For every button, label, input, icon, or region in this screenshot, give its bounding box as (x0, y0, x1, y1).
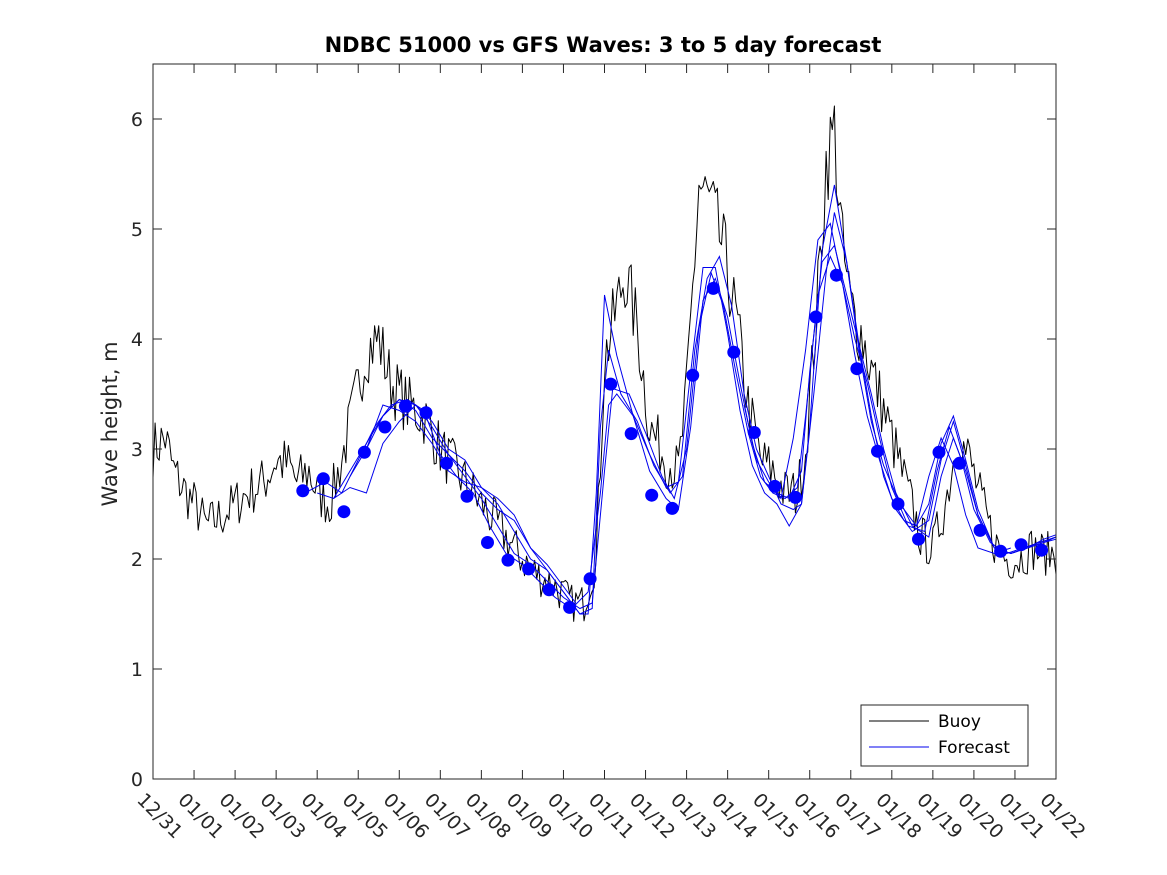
forecast-line-run-3 (349, 212, 1057, 615)
forecast-marker (604, 377, 618, 391)
forecast-marker (316, 472, 330, 486)
y-axis-label: Wave height, m (98, 341, 122, 506)
y-tick-label: 6 (131, 109, 143, 131)
forecast-marker (871, 444, 884, 458)
forecast-marker (788, 490, 802, 504)
forecast-marker (583, 572, 597, 586)
y-axis: 0 1 2 3 4 5 6 (131, 109, 1056, 791)
y-tick-label: 2 (131, 549, 143, 571)
forecast-marker (522, 562, 536, 576)
forecast-marker (563, 600, 577, 614)
forecast-marker (973, 523, 987, 537)
forecast-marker (829, 268, 843, 282)
forecast-marker (296, 484, 310, 498)
buoy-series (152, 105, 1057, 622)
y-tick-label: 5 (131, 219, 143, 241)
buoy-line (152, 105, 1057, 622)
forecast-marker (809, 310, 823, 324)
forecast-marker (460, 489, 474, 503)
forecast-marker (686, 368, 700, 382)
forecast-marker (419, 406, 433, 420)
plot-area (152, 63, 1057, 780)
forecast-marker (891, 497, 905, 511)
forecast-marker (727, 345, 741, 359)
forecast-marker (337, 505, 351, 519)
forecast-marker (706, 281, 720, 295)
forecast-marker (378, 420, 392, 434)
forecast-marker (398, 399, 412, 413)
y-tick-label: 0 (131, 769, 143, 791)
legend-box (860, 704, 1029, 767)
forecast-marker (645, 488, 659, 502)
forecast-marker (357, 445, 371, 459)
y-tick-label: 3 (131, 439, 143, 461)
forecast-marker (747, 426, 761, 439)
forecast-marker (624, 427, 638, 441)
forecast-marker (665, 501, 679, 515)
forecast-marker (912, 532, 925, 546)
forecast-line-run-5 (317, 404, 577, 604)
forecast-marker (953, 456, 966, 470)
forecast-marker (501, 553, 515, 567)
forecast-marker (932, 445, 946, 459)
forecast-marker (850, 362, 864, 376)
y-tick-label: 4 (131, 329, 143, 351)
forecast-marker (440, 456, 453, 470)
axes-background (153, 64, 1056, 779)
forecast-marker (1035, 543, 1049, 557)
forecast-marker (481, 536, 494, 549)
forecast-marker (768, 479, 782, 493)
legend: Buoy Forecast (860, 704, 1029, 767)
chart-title: NDBC 51000 vs GFS Waves: 3 to 5 day fore… (325, 33, 882, 57)
legend-buoy-label: Buoy (938, 712, 981, 732)
y-tick-label: 1 (131, 659, 143, 681)
legend-forecast-label: Forecast (938, 738, 1010, 758)
forecast-line-run-4 (365, 184, 1057, 615)
forecast-markers (296, 268, 1049, 614)
forecast-marker (994, 544, 1008, 558)
forecast-marker (1014, 538, 1028, 552)
forecast-marker (542, 583, 556, 597)
forecast-line-run-6 (743, 222, 1011, 555)
